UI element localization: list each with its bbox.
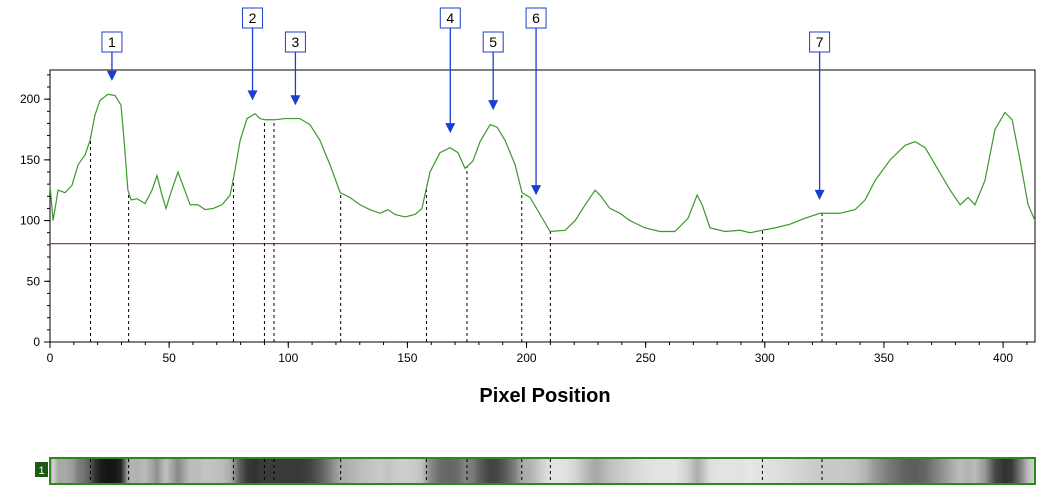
- y-tick-label: 100: [20, 214, 40, 228]
- x-tick-label: 100: [278, 351, 298, 365]
- peak-label: 1: [108, 34, 116, 50]
- peak-arrowhead: [107, 71, 117, 81]
- chart: Pixel Position 0501001502002503003504000…: [0, 0, 1040, 489]
- x-tick-label: 250: [636, 351, 656, 365]
- peak-label: 3: [292, 34, 300, 50]
- peak-arrowhead: [445, 123, 455, 133]
- peak-label: 7: [816, 34, 824, 50]
- x-tick-label: 200: [517, 351, 537, 365]
- peak-arrowhead: [531, 185, 541, 195]
- y-tick-label: 50: [27, 274, 41, 288]
- x-tick-label: 300: [755, 351, 775, 365]
- x-tick-label: 50: [162, 351, 176, 365]
- y-tick-label: 150: [20, 153, 40, 167]
- x-tick-label: 150: [397, 351, 417, 365]
- x-tick-label: 350: [874, 351, 894, 365]
- peak-arrowhead: [290, 95, 300, 105]
- peak-label: 4: [446, 10, 454, 26]
- x-tick-label: 400: [993, 351, 1013, 365]
- peak-label: 5: [489, 34, 497, 50]
- peak-arrowhead: [488, 100, 498, 110]
- peak-arrowhead: [815, 190, 825, 200]
- peak-label: 2: [249, 10, 257, 26]
- lane-image: [50, 458, 1035, 484]
- y-tick-label: 0: [33, 335, 40, 349]
- peak-label: 6: [532, 10, 540, 26]
- plot-frame: [50, 70, 1035, 342]
- x-axis-label: Pixel Position: [479, 385, 610, 407]
- peak-arrowhead: [248, 90, 258, 100]
- lane-number: 1: [38, 465, 44, 477]
- y-tick-label: 200: [20, 92, 40, 106]
- profile-line: [50, 94, 1035, 232]
- x-tick-label: 0: [47, 351, 54, 365]
